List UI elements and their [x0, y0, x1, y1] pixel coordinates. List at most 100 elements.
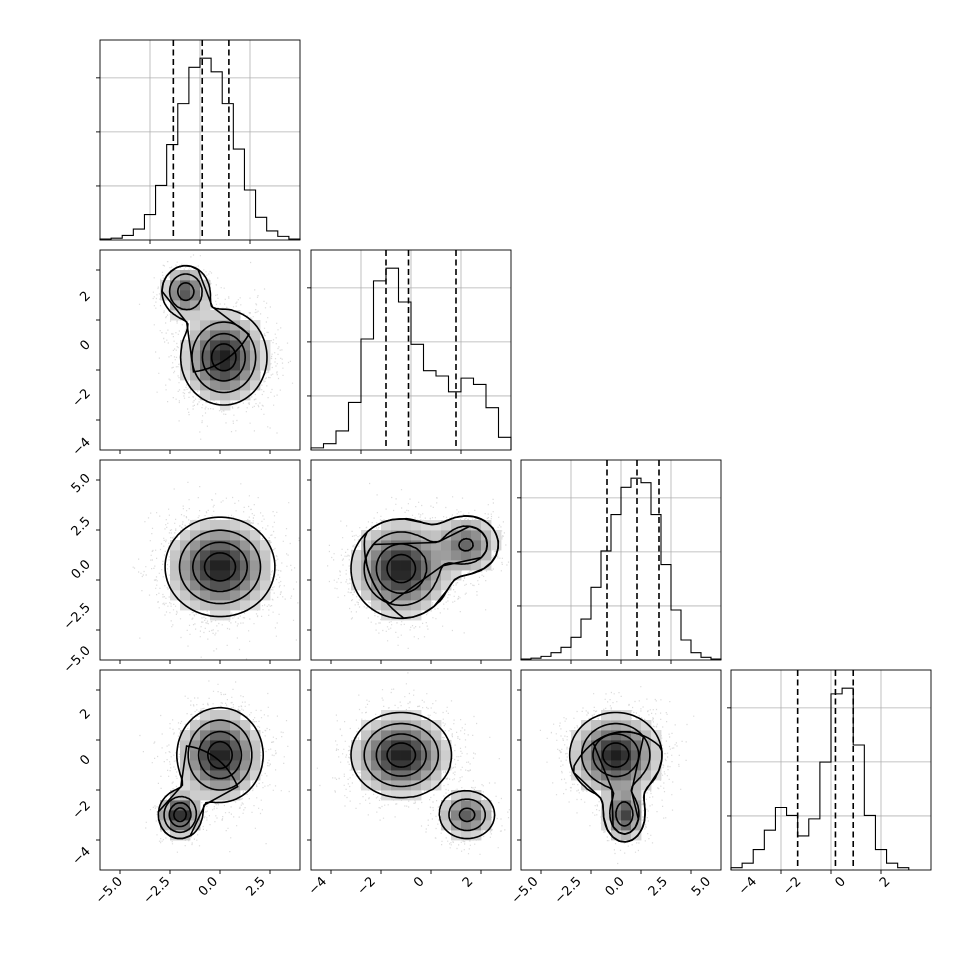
density-cell: [170, 800, 181, 811]
scatter-frame: [99, 459, 301, 661]
contour-line: [363, 525, 488, 607]
density-cell: [371, 760, 382, 771]
density-cell: [461, 830, 472, 841]
density-cell: [230, 790, 241, 801]
density-cell: [230, 590, 241, 601]
density-cell: [391, 610, 402, 621]
density-cell: [601, 810, 612, 821]
contour-line: [201, 332, 247, 382]
density-cell: [220, 360, 231, 371]
density-cell: [210, 530, 221, 541]
density-cell: [200, 710, 211, 721]
density-cell: [421, 570, 432, 581]
density-cell: [611, 770, 622, 781]
density-cell: [461, 820, 472, 831]
density-cell: [601, 760, 612, 771]
density-cell: [621, 780, 632, 791]
tick-label: −2: [355, 874, 379, 898]
density-cell: [581, 750, 592, 761]
density-cell: [451, 550, 462, 561]
density-cell: [441, 580, 452, 591]
density-cell: [431, 550, 442, 561]
density-cell: [230, 750, 241, 761]
density-cell: [220, 760, 231, 771]
density-cell: [631, 730, 642, 741]
density-cell: [240, 550, 251, 561]
tick-label: 0: [77, 752, 93, 768]
density-cell: [391, 530, 402, 541]
density-cell: [250, 380, 261, 391]
contour-line: [163, 795, 198, 834]
density-cell: [220, 310, 231, 321]
density-cell: [591, 770, 602, 781]
density-cell: [451, 520, 462, 531]
density-cell: [411, 540, 422, 551]
contour-line: [572, 731, 663, 843]
density-cell: [611, 760, 622, 771]
density-cell: [451, 560, 462, 571]
density-cell: [401, 580, 412, 591]
density-cell: [611, 740, 622, 751]
density-cell: [611, 790, 622, 801]
density-cell: [421, 760, 432, 771]
density-cell: [381, 580, 392, 591]
density-cell: [220, 590, 231, 601]
density-cell: [250, 370, 261, 381]
density-cell: [220, 530, 231, 541]
density-cell: [471, 820, 482, 831]
density-cell: [461, 530, 472, 541]
density-cell: [220, 390, 231, 401]
contour-line: [592, 733, 640, 778]
density-cell: [230, 370, 241, 381]
density-cell: [431, 780, 442, 791]
density-cell: [601, 740, 612, 751]
density-cell: [381, 570, 392, 581]
contour-line: [168, 801, 192, 828]
density-cell: [230, 330, 241, 341]
density-cell: [240, 740, 251, 751]
density-cell: [401, 590, 412, 601]
density-cell: [371, 740, 382, 751]
density-cell: [200, 760, 211, 771]
density-cell: [220, 750, 231, 761]
density-cell: [421, 530, 432, 541]
density-cell: [190, 770, 201, 781]
plot-area: [139, 680, 290, 853]
tick-label: 2.5: [646, 874, 671, 899]
density-cell: [170, 810, 181, 821]
density-cell: [571, 750, 582, 761]
density-cell: [621, 790, 632, 801]
density-cell: [210, 560, 221, 571]
density-cell: [210, 740, 221, 751]
density-cell: [190, 330, 201, 341]
histogram-steps: [520, 477, 722, 660]
density-cell: [421, 520, 432, 531]
density-cell: [451, 830, 462, 841]
plot-area: [138, 254, 294, 440]
density-cell: [651, 750, 662, 761]
density-cell: [190, 730, 201, 741]
density-cell: [471, 800, 482, 811]
density-cell: [411, 750, 422, 761]
density-cell: [190, 580, 201, 591]
contour-line: [164, 516, 276, 618]
contour-line: [363, 722, 440, 788]
density-cell: [471, 560, 482, 571]
density-cell: [411, 570, 422, 581]
density-cell: [621, 730, 632, 741]
density-cell: [361, 580, 372, 591]
contour-line: [203, 552, 237, 582]
density-cell: [200, 350, 211, 361]
density-cell: [210, 380, 221, 391]
tick-label: −2: [70, 798, 94, 822]
density-cell: [381, 520, 392, 531]
density-cell: [381, 770, 392, 781]
density-cell: [621, 740, 632, 751]
density-cell: [200, 570, 211, 581]
density-cell: [190, 790, 201, 801]
density-cell: [230, 530, 241, 541]
scatter-panel-2-1: [307, 459, 512, 664]
density-cell: [451, 820, 462, 831]
density-cell: [180, 280, 191, 291]
contour-line: [458, 537, 474, 552]
